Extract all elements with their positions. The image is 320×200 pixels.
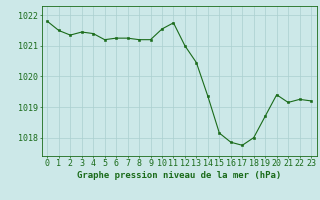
X-axis label: Graphe pression niveau de la mer (hPa): Graphe pression niveau de la mer (hPa) bbox=[77, 171, 281, 180]
